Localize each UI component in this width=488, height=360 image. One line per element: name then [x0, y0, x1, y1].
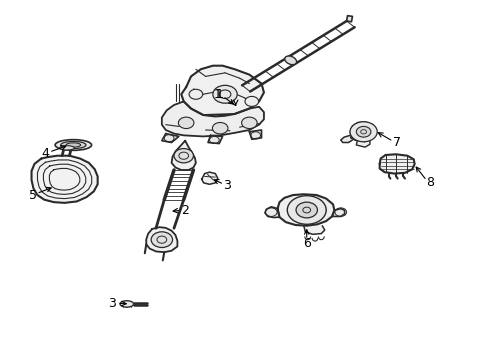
Polygon shape — [356, 141, 369, 147]
Polygon shape — [201, 172, 217, 184]
Text: 1: 1 — [213, 88, 221, 101]
Circle shape — [287, 196, 325, 224]
Polygon shape — [346, 16, 352, 22]
Polygon shape — [162, 102, 264, 136]
Polygon shape — [146, 227, 177, 252]
Polygon shape — [277, 194, 334, 226]
Circle shape — [295, 202, 317, 218]
Polygon shape — [331, 208, 344, 216]
Polygon shape — [340, 135, 352, 143]
Ellipse shape — [284, 56, 296, 65]
Circle shape — [244, 96, 258, 107]
Ellipse shape — [66, 143, 81, 147]
Text: 4: 4 — [41, 147, 49, 160]
Circle shape — [349, 122, 376, 142]
Polygon shape — [162, 134, 179, 143]
Circle shape — [356, 126, 370, 137]
Ellipse shape — [60, 146, 74, 150]
Polygon shape — [350, 122, 375, 141]
Circle shape — [212, 85, 237, 103]
Polygon shape — [31, 156, 98, 203]
Polygon shape — [207, 135, 222, 144]
Text: 5: 5 — [28, 189, 37, 202]
Circle shape — [174, 149, 193, 163]
Text: 6: 6 — [302, 237, 310, 250]
Circle shape — [212, 122, 227, 134]
Polygon shape — [171, 141, 196, 170]
Circle shape — [189, 89, 202, 99]
Text: 7: 7 — [392, 136, 400, 149]
Polygon shape — [264, 207, 279, 217]
Polygon shape — [249, 130, 261, 139]
Ellipse shape — [61, 141, 86, 149]
Circle shape — [241, 117, 257, 129]
Ellipse shape — [120, 301, 133, 307]
Polygon shape — [379, 154, 414, 174]
Text: 8: 8 — [426, 176, 433, 189]
Circle shape — [151, 232, 172, 248]
Text: 3: 3 — [223, 179, 231, 192]
Circle shape — [178, 117, 194, 129]
Polygon shape — [303, 226, 324, 234]
Text: 3: 3 — [108, 297, 116, 310]
Ellipse shape — [55, 140, 91, 150]
Polygon shape — [181, 66, 264, 116]
Text: 1: 1 — [215, 88, 223, 101]
Text: 2: 2 — [181, 204, 189, 217]
